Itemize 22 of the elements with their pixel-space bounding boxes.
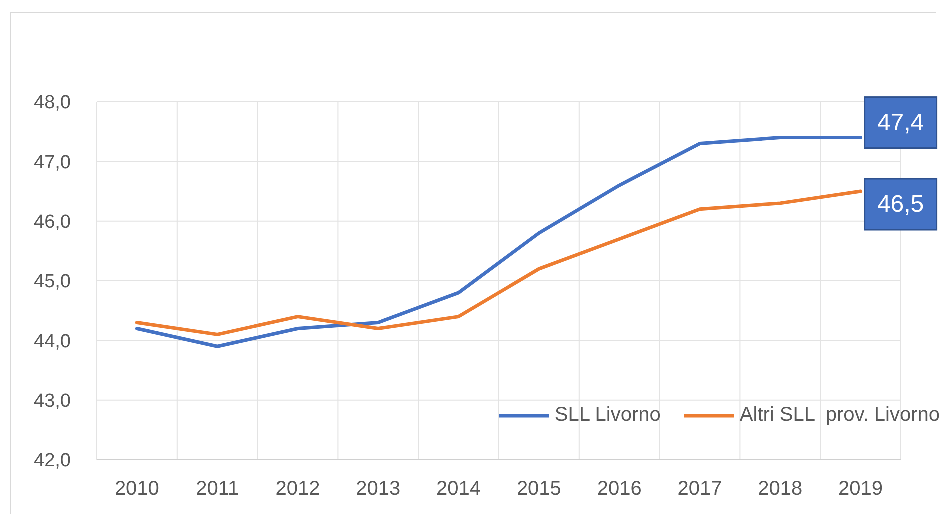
legend-label: SLL Livorno: [554, 404, 661, 427]
y-tick-label: 47,0: [34, 152, 71, 174]
line-series: [135, 190, 863, 336]
x-tick-label: 2016: [597, 478, 642, 500]
x-tick-label: 2015: [516, 478, 562, 500]
y-tick-label: 46,0: [34, 212, 71, 234]
y-tick-label: 44,0: [34, 331, 71, 352]
x-tick-label: 2010: [114, 478, 160, 500]
x-tick-label: 2017: [678, 478, 722, 500]
data-label: 47,4: [877, 109, 924, 136]
y-tick-label: 45,0: [34, 272, 71, 293]
x-tick-label: 2018: [758, 478, 803, 500]
data-label: 46,5: [877, 191, 924, 218]
y-tick-label: 48,0: [34, 92, 71, 114]
legend-label: Altri SLL prov. Livorno: [740, 404, 940, 427]
x-tick-label: 2019: [838, 478, 884, 500]
x-tick-label: 2011: [196, 478, 240, 500]
y-tick-label: 43,0: [34, 391, 71, 412]
x-tick-label: 2012: [276, 478, 320, 500]
x-tick-label: 2014: [436, 478, 482, 500]
x-tick-label: 2013: [356, 478, 401, 500]
y-tick-label: 42,0: [34, 450, 71, 472]
